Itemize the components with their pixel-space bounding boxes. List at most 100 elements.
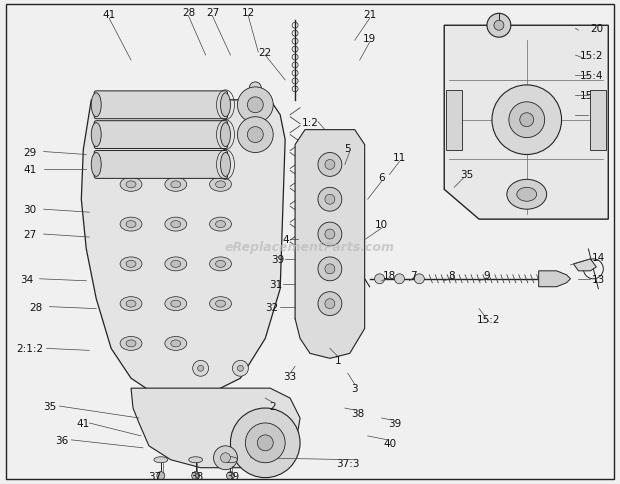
- Circle shape: [257, 435, 273, 451]
- Text: 39: 39: [388, 418, 401, 428]
- Text: 19: 19: [363, 34, 376, 44]
- Circle shape: [247, 127, 264, 143]
- Ellipse shape: [120, 178, 142, 192]
- Polygon shape: [131, 388, 300, 468]
- Circle shape: [247, 98, 264, 114]
- Ellipse shape: [165, 337, 187, 350]
- Circle shape: [318, 292, 342, 316]
- Ellipse shape: [91, 153, 101, 177]
- Text: 39: 39: [226, 470, 239, 481]
- Text: eReplacementParts.com: eReplacementParts.com: [225, 241, 395, 254]
- Text: 15:3: 15:3: [580, 91, 603, 101]
- Circle shape: [261, 97, 269, 105]
- Ellipse shape: [210, 297, 231, 311]
- Circle shape: [318, 153, 342, 177]
- Ellipse shape: [170, 261, 181, 268]
- Text: 2: 2: [269, 401, 275, 411]
- Ellipse shape: [210, 257, 231, 271]
- Circle shape: [374, 274, 384, 284]
- Circle shape: [232, 361, 249, 377]
- Text: 10: 10: [375, 220, 388, 229]
- Text: 39: 39: [272, 255, 285, 264]
- Circle shape: [414, 274, 424, 284]
- Circle shape: [509, 103, 544, 138]
- Text: 1: 1: [335, 356, 341, 365]
- Text: 33: 33: [283, 371, 297, 381]
- Circle shape: [226, 472, 234, 480]
- Circle shape: [237, 118, 273, 153]
- Text: 34: 34: [20, 274, 33, 284]
- Ellipse shape: [120, 218, 142, 231]
- Circle shape: [246, 423, 285, 463]
- Ellipse shape: [126, 221, 136, 228]
- Text: 3: 3: [352, 383, 358, 393]
- Text: 5: 5: [345, 143, 351, 153]
- FancyBboxPatch shape: [94, 151, 228, 179]
- Text: 15:4: 15:4: [580, 71, 603, 81]
- Text: 32: 32: [265, 302, 279, 312]
- Text: 9: 9: [484, 270, 490, 280]
- Ellipse shape: [221, 94, 231, 118]
- Circle shape: [492, 86, 562, 155]
- Text: 20: 20: [590, 24, 603, 34]
- Circle shape: [237, 365, 244, 372]
- Ellipse shape: [91, 94, 101, 118]
- Circle shape: [325, 195, 335, 205]
- Ellipse shape: [165, 257, 187, 271]
- Text: 37: 37: [148, 470, 162, 481]
- Text: 30: 30: [24, 205, 37, 215]
- FancyBboxPatch shape: [94, 91, 228, 120]
- Polygon shape: [590, 91, 606, 150]
- Text: 13: 13: [591, 274, 605, 284]
- Text: 1:2: 1:2: [301, 118, 319, 127]
- Circle shape: [192, 472, 200, 480]
- Text: 40: 40: [383, 438, 396, 448]
- Polygon shape: [295, 130, 365, 359]
- Circle shape: [394, 274, 404, 284]
- Text: 15: 15: [590, 110, 603, 121]
- Polygon shape: [539, 271, 570, 287]
- Text: 11: 11: [393, 153, 406, 163]
- Ellipse shape: [126, 301, 136, 307]
- Circle shape: [318, 223, 342, 246]
- Circle shape: [318, 257, 342, 281]
- FancyBboxPatch shape: [94, 121, 228, 149]
- Polygon shape: [574, 259, 596, 271]
- Text: 21: 21: [363, 10, 376, 20]
- Circle shape: [325, 229, 335, 240]
- Circle shape: [231, 408, 300, 478]
- Text: 27: 27: [24, 229, 37, 240]
- Ellipse shape: [210, 178, 231, 192]
- Ellipse shape: [91, 123, 101, 147]
- Text: 12: 12: [242, 8, 255, 18]
- Text: 38: 38: [351, 408, 365, 418]
- Ellipse shape: [126, 261, 136, 268]
- Circle shape: [237, 88, 273, 123]
- Text: 4: 4: [283, 235, 290, 244]
- Text: 2:1:2: 2:1:2: [17, 344, 44, 354]
- Circle shape: [157, 472, 165, 480]
- Text: 41: 41: [24, 165, 37, 175]
- Text: 15:2: 15:2: [477, 314, 501, 324]
- Ellipse shape: [170, 182, 181, 188]
- Ellipse shape: [507, 180, 547, 210]
- Polygon shape: [81, 101, 285, 398]
- Circle shape: [325, 299, 335, 309]
- Ellipse shape: [216, 261, 226, 268]
- Text: 27: 27: [206, 8, 219, 18]
- Text: 29: 29: [24, 147, 37, 157]
- Text: 28: 28: [182, 8, 195, 18]
- Text: 15:2: 15:2: [580, 51, 603, 61]
- Ellipse shape: [165, 297, 187, 311]
- Ellipse shape: [126, 340, 136, 347]
- Circle shape: [221, 453, 231, 463]
- Ellipse shape: [170, 221, 181, 228]
- Circle shape: [520, 114, 534, 127]
- Ellipse shape: [210, 218, 231, 231]
- Text: 36: 36: [55, 435, 68, 445]
- Ellipse shape: [120, 337, 142, 350]
- Ellipse shape: [165, 218, 187, 231]
- Circle shape: [198, 365, 203, 372]
- Text: 28: 28: [30, 302, 43, 312]
- Circle shape: [487, 15, 511, 38]
